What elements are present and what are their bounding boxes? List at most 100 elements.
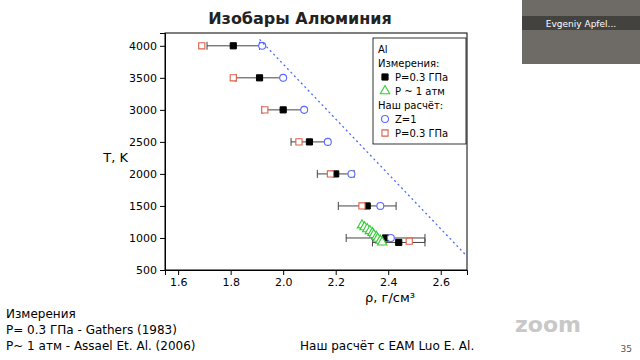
- y-axis-title: T, K: [102, 150, 128, 165]
- point: [256, 75, 262, 81]
- x-tick: 1.8: [222, 270, 240, 289]
- y-tick: 2500: [129, 136, 165, 149]
- x-tick: 2.4: [380, 270, 398, 289]
- y-axis: 500 1000 1500 2000 2500 3000 3500 4000: [129, 34, 166, 278]
- point: [327, 171, 333, 177]
- point: [406, 238, 412, 244]
- y-tick-mark: [160, 110, 165, 111]
- video-name-bar: [522, 16, 640, 30]
- point: [280, 74, 287, 81]
- point: [324, 138, 331, 145]
- point: [230, 75, 236, 81]
- y-tick-label: 4000: [129, 40, 157, 53]
- error-bar-cap: [346, 234, 347, 242]
- y-tick-mark: [160, 46, 165, 47]
- x-tick-label: 2.4: [380, 276, 398, 289]
- video-thumbnail: [522, 0, 640, 64]
- plot-frame: [165, 33, 467, 270]
- error-bar: [262, 106, 304, 114]
- x-tick: 2.0: [275, 270, 293, 289]
- error-bar: [207, 42, 260, 50]
- y-tick-mark: [160, 174, 165, 175]
- error-bar: [317, 170, 354, 178]
- error-bar: [338, 202, 396, 210]
- note: Измерения: [6, 307, 76, 321]
- y-tick: 3000: [129, 104, 165, 117]
- y-tick-mark: [160, 142, 165, 143]
- y-tick-label: 3000: [129, 104, 157, 117]
- chart-title: Изобары Алюминия: [208, 9, 392, 28]
- legend-label: Z=1: [395, 114, 417, 125]
- background: [0, 0, 640, 360]
- y-tick: 1000: [129, 232, 165, 245]
- error-bar-cap: [338, 202, 339, 210]
- point: [301, 106, 308, 113]
- point: [396, 239, 402, 245]
- error-bar-cap: [207, 42, 208, 50]
- error-bar: [291, 138, 328, 146]
- x-tick: 2.2: [327, 270, 345, 289]
- x-tick-label: 1.8: [222, 276, 240, 289]
- x-tick-mark: [441, 270, 442, 275]
- point: [199, 43, 205, 49]
- note: P= 0.3 ГПа - Gathers (1983): [6, 323, 177, 337]
- legend-box: [373, 38, 466, 144]
- point: [359, 203, 365, 209]
- x-axis-title: ρ, г/см³: [365, 290, 415, 305]
- x-tick-mark: [178, 270, 179, 275]
- point: [387, 234, 394, 241]
- legend-label: P=0.3 ГПа: [395, 128, 448, 139]
- point: [280, 107, 286, 113]
- error-bar-cap: [317, 170, 318, 178]
- legend-title: Al: [378, 44, 388, 55]
- y-tick-mark: [160, 238, 165, 239]
- x-axis: 1.6 1.8 2.0 2.2 2.4 2.6: [166, 270, 468, 289]
- y-tick-label: 2000: [129, 168, 157, 181]
- y-tick-mark: [160, 206, 165, 207]
- point: [296, 139, 302, 145]
- x-tick-mark: [336, 270, 337, 275]
- note: P~ 1 атм - Assael Et. Al. (2006): [6, 339, 196, 353]
- x-tick-label: 1.6: [170, 276, 188, 289]
- legend-symbol: [380, 86, 389, 94]
- note: Наш расчёт с EAM Luo E. Al.: [300, 339, 474, 353]
- slide-number: 35: [621, 344, 632, 354]
- series: [260, 39, 467, 270]
- x-tick: 1.6: [170, 270, 188, 289]
- x-tick-mark: [231, 270, 232, 275]
- x-tick-mark: [388, 270, 389, 275]
- y-tick-label: 1500: [129, 200, 157, 213]
- legend-symbol: [382, 116, 389, 123]
- y-tick-label: 2500: [129, 136, 157, 149]
- legend-symbol: [382, 130, 388, 136]
- point: [230, 43, 236, 49]
- y-tick-label: 3500: [129, 72, 157, 85]
- y-tick-label: 1000: [129, 232, 157, 245]
- legend-label: P ~ 1 атм: [395, 86, 445, 97]
- point: [306, 139, 312, 145]
- point: [259, 42, 266, 49]
- x-tick-label: 2.6: [432, 276, 450, 289]
- fit-line: [260, 39, 467, 270]
- plot-marks: [199, 39, 467, 270]
- y-tick-mark: [160, 270, 165, 271]
- y-tick: 500: [136, 264, 165, 277]
- zoom-logo: zoom: [515, 312, 581, 337]
- legend-symbol: [382, 74, 388, 80]
- error-bar: [346, 234, 425, 242]
- x-tick-mark: [283, 270, 284, 275]
- legend-label: P=0.3 ГПа: [395, 72, 448, 83]
- point: [262, 107, 268, 113]
- error-bar-cap: [396, 202, 397, 210]
- series: [357, 220, 387, 245]
- participant-name: Evgeniy Apfel...: [546, 19, 616, 29]
- x-axis-line: [166, 271, 468, 276]
- y-tick: 3500: [129, 72, 165, 85]
- x-tick-label: 2.2: [327, 276, 345, 289]
- y-tick: 2000: [129, 168, 165, 181]
- legend-group: Наш расчёт:: [378, 100, 443, 111]
- y-tick: 1500: [129, 200, 165, 213]
- point: [377, 202, 384, 209]
- legend-group: Измерения:: [378, 58, 439, 69]
- error-bar: [236, 74, 283, 82]
